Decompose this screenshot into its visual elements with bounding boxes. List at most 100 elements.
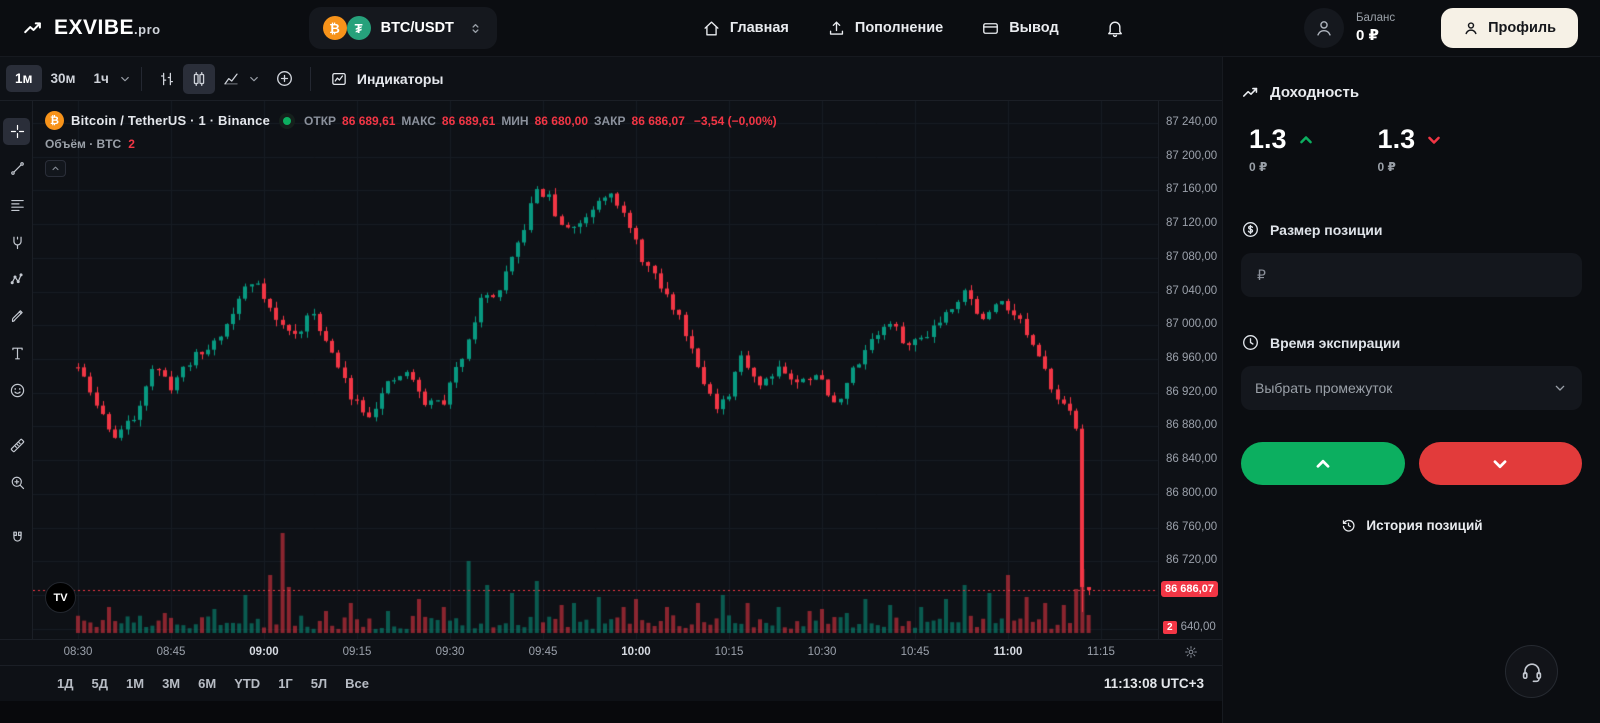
crosshair-tool-button[interactable] <box>2 118 30 145</box>
logo-suffix: .pro <box>134 22 161 37</box>
clock[interactable]: 11:13:08 UTC+3 <box>1103 676 1204 691</box>
btc-icon: ₿ <box>322 16 347 40</box>
bet-buttons <box>1241 442 1582 485</box>
nav-item-label: Вывод <box>1009 20 1059 36</box>
profile-button[interactable]: Профиль <box>1441 8 1578 48</box>
nav-item-label: Главная <box>729 20 789 36</box>
notifications-bell-icon[interactable] <box>1105 18 1125 38</box>
brush-icon <box>9 308 26 325</box>
price-axis-label: 86 920,00 <box>1166 385 1218 398</box>
price-axis-label: 86 880,00 <box>1166 419 1218 432</box>
range-3М[interactable]: 3М <box>155 672 187 695</box>
price-axis-label: 87 040,00 <box>1166 284 1218 297</box>
plot-wrap: ₿ Bitcoin / TetherUS · 1 · Binance ОТКР 8… <box>33 101 1222 639</box>
range-buttons: 1Д 5Д 1М 3М 6М YTD 1Г 5Л Все <box>50 672 376 695</box>
top-header: EXVIBE.pro ₿ ₮ BTC/USDT Главная Пополнени… <box>0 0 1600 57</box>
history-button[interactable]: История позиций <box>1241 517 1582 534</box>
profit-up-value: 1.3 <box>1249 124 1287 154</box>
chart-type-button[interactable] <box>215 64 247 94</box>
price-axis-label: 86 720,00 <box>1166 554 1218 567</box>
avatar[interactable] <box>1303 8 1344 48</box>
range-6М[interactable]: 6М <box>191 672 223 695</box>
bet-down-button[interactable] <box>1418 442 1582 485</box>
timeframe-1м[interactable]: 1м <box>6 65 42 92</box>
text-tool-button[interactable] <box>3 340 30 367</box>
pattern-tool-button[interactable] <box>3 266 30 293</box>
chart-plot[interactable]: ₿ Bitcoin / TetherUS · 1 · Binance ОТКР 8… <box>33 101 1158 639</box>
usdt-icon: ₮ <box>346 16 371 40</box>
timeframe-30м[interactable]: 30м <box>42 65 85 92</box>
nav-item-home[interactable]: Главная <box>702 19 789 38</box>
range-bar: 1Д 5Д 1М 3М 6М YTD 1Г 5Л Все 11:13:08 UTC+3 <box>0 665 1222 701</box>
symbol-title[interactable]: Bitcoin / TetherUS · 1 · Binance <box>71 113 271 128</box>
chevron-up-icon <box>50 163 61 174</box>
logo[interactable]: EXVIBE.pro <box>22 16 161 40</box>
axis-settings-gear-icon[interactable] <box>1184 645 1198 659</box>
emoji-tool-button[interactable] <box>3 377 30 404</box>
range-5Д[interactable]: 5Д <box>85 672 116 695</box>
price-axis-label: 86 840,00 <box>1166 453 1218 466</box>
legend-row-symbol: ₿ Bitcoin / TetherUS · 1 · Binance ОТКР 8… <box>45 111 777 130</box>
volume-axis-label: 640,00 <box>1180 621 1216 634</box>
time-axis[interactable]: 08:30 08:45 09:00 09:15 09:30 09:45 10:00 10:15… <box>33 640 1158 665</box>
tradingview-logo[interactable]: TV <box>45 582 76 613</box>
toolbar-separator <box>140 66 142 91</box>
range-1Д[interactable]: 1Д <box>50 672 81 695</box>
avatar-user-icon <box>1314 18 1334 38</box>
time-axis-label: 08:45 <box>156 646 186 658</box>
range-Все[interactable]: Все <box>338 672 376 695</box>
timeframe-1ч[interactable]: 1ч <box>85 65 118 92</box>
trending-up-icon <box>1241 83 1260 102</box>
collapse-legend-button[interactable] <box>45 160 66 177</box>
pair-label: BTC/USDT <box>380 20 454 36</box>
brush-tool-button[interactable] <box>3 303 30 330</box>
profit-down-block: 1.3 0 ₽ <box>1378 124 1445 174</box>
price-axis-label: 87 080,00 <box>1166 250 1218 263</box>
volume-axis-row: 2 640,00 <box>1163 620 1216 634</box>
candles-canvas[interactable] <box>33 101 1158 639</box>
history-icon <box>1340 517 1357 534</box>
pitchfork-icon <box>9 234 26 251</box>
trendline-tool-button[interactable] <box>3 155 30 182</box>
plus-circle-icon <box>275 69 294 88</box>
indicators-button[interactable]: Индикаторы <box>320 64 454 94</box>
time-axis-label: 10:00 <box>621 646 651 658</box>
range-1М[interactable]: 1М <box>119 672 151 695</box>
price-axis-label: 87 120,00 <box>1166 217 1218 230</box>
nav-item-withdraw[interactable]: Вывод <box>981 19 1059 38</box>
volume-value: 2 <box>128 137 135 151</box>
pair-selector[interactable]: ₿ ₮ BTC/USDT <box>308 7 497 49</box>
price-axis-label: 87 240,00 <box>1166 115 1218 128</box>
trade-panel: Доходность 1.3 0 ₽ 1.3 0 ₽ <box>1222 57 1600 723</box>
zoom-tool-button[interactable] <box>3 469 30 496</box>
time-axis-label: 09:30 <box>435 646 465 658</box>
price-axis-label: 87 200,00 <box>1166 149 1218 162</box>
nav-item-deposit[interactable]: Пополнение <box>827 19 943 38</box>
expiry-placeholder: Выбрать промежуток <box>1255 380 1393 396</box>
timeframe-menu-chevron-icon[interactable] <box>118 72 132 86</box>
range-1Г[interactable]: 1Г <box>271 672 300 695</box>
expiry-select[interactable]: Выбрать промежуток <box>1241 366 1582 410</box>
area-style-icon <box>222 70 240 88</box>
chart-type-chevron-icon[interactable] <box>247 72 261 86</box>
range-YTD[interactable]: YTD <box>227 672 267 695</box>
candle-style-button[interactable] <box>182 63 215 94</box>
ruler-tool-button[interactable] <box>3 432 30 459</box>
price-change: −3,54 (−0,00%) <box>693 113 777 128</box>
time-axis-label: 10:15 <box>714 646 744 658</box>
support-fab[interactable] <box>1505 645 1558 698</box>
compare-add-button[interactable] <box>269 64 301 94</box>
magnet-tool-button[interactable] <box>3 524 30 551</box>
price-axis-label: 87 000,00 <box>1166 318 1218 331</box>
ohlc-label: МИН <box>501 113 529 128</box>
bar-style-button[interactable] <box>151 64 183 94</box>
profit-down-chevron-icon <box>1424 130 1444 150</box>
withdraw-icon <box>981 19 1000 38</box>
price-axis[interactable]: 87 240,00 87 200,00 87 160,00 87 120,00 87 0… <box>1158 101 1222 639</box>
position-size-input[interactable] <box>1255 266 1568 284</box>
pitchfork-tool-button[interactable] <box>3 229 30 256</box>
fib-tool-button[interactable] <box>3 192 30 219</box>
range-5Л[interactable]: 5Л <box>304 672 334 695</box>
profit-title: Доходность <box>1270 84 1360 101</box>
bet-up-button[interactable] <box>1241 442 1405 485</box>
